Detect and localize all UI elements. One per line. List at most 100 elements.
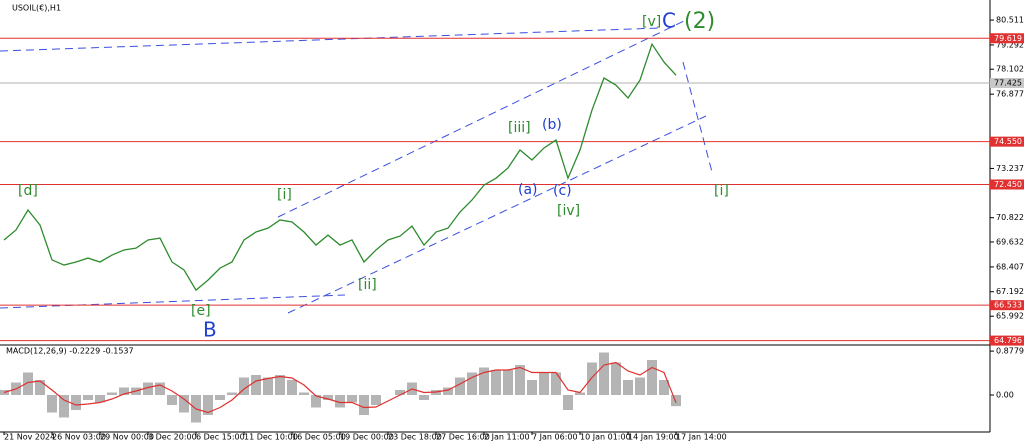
level-label: 74.550 [994,137,1022,146]
level-label-box [990,33,1024,44]
x-tick-label: 23 Dec 18:00 [388,433,442,441]
y-tick-label: 76.877 [996,90,1024,99]
histogram-bar [671,395,681,407]
wave-label: [iv] [557,203,580,219]
histogram-bar [35,380,45,395]
trend-line [682,61,713,173]
x-tick-label: 7 Jan 06:00 [532,433,578,441]
x-tick-label: 6 Dec 15:00 [196,433,245,441]
histogram-bar [659,380,669,395]
x-tick-label: 27 Dec 16:00 [436,433,490,441]
level-label-box [990,179,1024,190]
histogram-bar [395,390,405,395]
histogram-bar [347,395,357,403]
x-tick-label: 29 Nov 00:00 [100,433,154,441]
histogram-bar [119,387,129,395]
y-tick-label: 0.00 [996,391,1014,400]
level-label-box [990,300,1024,311]
level-label: 64.796 [994,336,1022,345]
x-tick-label: 17 Jan 14:00 [676,433,727,441]
histogram-bar [83,395,93,400]
histogram-bar [227,392,237,395]
y-tick-label: 0.8779 [996,347,1024,356]
histogram-bar [515,365,525,395]
histogram-bar [263,377,273,395]
y-tick-label: 78.102 [996,65,1024,74]
wave-label: (2) [684,9,715,34]
wave-label: [iii] [508,120,531,136]
wave-label: [i] [277,187,292,203]
level-label: 66.533 [994,301,1022,310]
wave-label: [v] [642,14,661,30]
histogram-bar [479,367,489,395]
y-tick-label: 69.632 [996,237,1024,246]
histogram-bar [575,392,585,395]
trend-line [0,294,346,309]
histogram-bar [563,395,573,410]
histogram-bar [647,360,657,395]
x-tick-label: 10 Jan 01:00 [580,433,631,441]
histogram-bar [587,362,597,395]
x-tick-label: 3 Dec 20:00 [148,433,197,441]
x-tick-label: 2 Jan 11:00 [484,433,530,441]
y-tick-label: 68.407 [996,262,1024,271]
x-tick-label: 14 Jan 19:00 [628,433,679,441]
indicator-title: MACD(12,26,9) -0.2229 -0.1537 [6,347,134,356]
wave-label: (a) [518,182,538,198]
histogram-bar [611,362,621,395]
wave-label: [e] [191,303,211,319]
histogram-bar [359,395,369,415]
wave-label: [i] [714,183,729,199]
histogram-bar [455,377,465,395]
histogram-bar [167,395,177,405]
histogram-bar [275,375,285,395]
histogram-bar [95,395,105,403]
histogram-bar [59,395,69,418]
histogram-bar [623,380,633,395]
histogram-bar [335,395,345,408]
histogram-bar [551,372,561,395]
x-tick-label: 19 Dec 00:00 [340,433,394,441]
histogram-bar [299,392,309,395]
current-price-box [990,78,1024,89]
signal-line [3,361,677,414]
histogram-bar [635,377,645,395]
histogram-bar [23,372,33,395]
trend-line [277,19,687,218]
histogram-bar [419,395,429,400]
histogram-bar [443,387,453,395]
y-tick-label: 65.992 [996,312,1024,321]
y-tick-label: 80.511 [996,16,1024,25]
histogram-bar [71,395,81,410]
current-price-label: 77.425 [994,79,1022,88]
wave-label: B [203,318,217,342]
level-label-box [990,136,1024,147]
histogram-bar [503,370,513,395]
y-tick-label: 79.292 [996,40,1024,49]
histogram-bar [251,375,261,395]
x-tick-label: 16 Dec 05:00 [292,433,346,441]
wave-label: (c) [553,183,572,199]
wave-label: [d] [18,183,38,199]
wave-label: C [662,9,676,33]
y-tick-label: 73.237 [996,164,1024,173]
histogram-bar [491,370,501,395]
x-tick-label: 26 Nov 03:00 [52,433,106,441]
histogram-bar [47,395,57,413]
wave-label: [ii] [358,277,377,293]
level-label: 72.450 [994,180,1022,189]
x-tick-label: 21 Nov 2024 [4,433,55,441]
y-tick-label: 67.192 [996,287,1024,296]
histogram-bar [107,392,117,395]
level-label-box [990,335,1024,346]
histogram-bar [287,380,297,395]
trend-line [0,27,661,52]
histogram-bar [467,372,477,395]
histogram-bar [155,382,165,395]
histogram-bar [203,395,213,415]
level-label: 79.619 [994,34,1022,43]
y-tick-label: 70.822 [996,213,1024,222]
wave-label: (b) [542,117,562,133]
chart-title: USOIL(€),H1 [12,4,61,13]
